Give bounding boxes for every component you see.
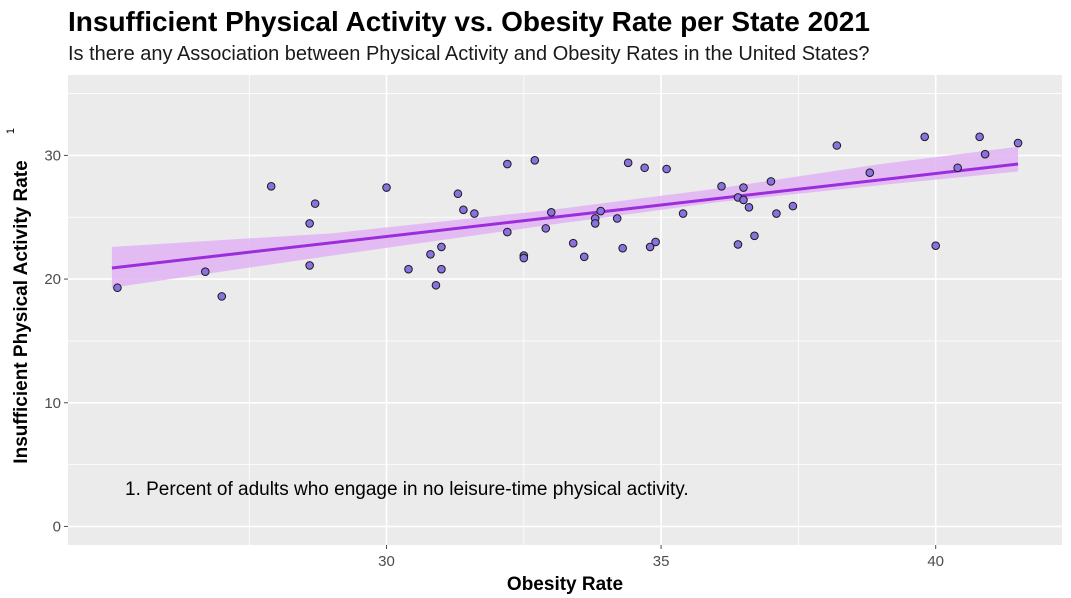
x-tick-label: 35 [653,553,670,570]
data-point [530,156,540,165]
plot-panel [68,75,1062,545]
data-point [519,253,529,263]
data-point [568,238,578,248]
data-point [305,261,314,270]
data-point [645,242,655,252]
data-point [832,141,842,150]
x-axis-title: Obesity Rate [507,574,623,595]
data-point [459,205,468,215]
data-point [750,231,759,241]
data-point [772,209,781,218]
data-point [431,280,441,290]
data-point [739,195,748,205]
y-tick-label: 10 [44,395,61,412]
data-point [980,149,990,159]
y-axis-title: Insufficient Physical Activity Rate [11,160,32,463]
data-point [612,214,622,223]
data-point [766,177,776,186]
data-points [113,132,1023,301]
footnote-annotation: 1. Percent of adults who engage in no le… [125,479,689,500]
y-tick-label: 0 [53,518,61,535]
data-point [717,182,726,191]
data-point [200,267,210,276]
data-point [788,201,798,211]
data-point [596,206,605,216]
data-point [618,243,627,253]
data-point [546,207,556,217]
data-point [920,132,930,142]
x-tick-label: 30 [378,553,395,570]
data-point [266,182,276,191]
data-point [470,209,479,218]
trend-line [111,162,1019,270]
major-gridlines [68,75,1062,545]
data-point [113,283,122,293]
data-point [590,219,600,228]
data-point [503,159,512,169]
data-point [953,163,962,173]
data-point [640,163,649,173]
data-point [651,237,660,247]
data-point [733,240,743,249]
chart-title: Insufficient Physical Activity vs. Obesi… [68,6,870,37]
data-point [1013,138,1023,148]
data-point [382,183,391,192]
data-point [426,250,435,259]
y-axis-footnote-mark: 1 [5,128,17,134]
data-point [975,132,984,142]
data-point [579,252,589,262]
y-tick-label: 20 [44,271,61,288]
data-point [744,203,754,212]
data-point [404,264,413,274]
data-point [931,241,940,250]
data-point [739,183,748,192]
x-axis-ticks: 30 35 40 [378,545,944,570]
y-axis-ticks: 0 10 20 30 [44,147,68,535]
data-point [453,189,463,199]
data-point [662,164,671,174]
data-point [305,219,314,228]
data-point [310,199,320,208]
data-point [623,158,633,168]
chart-subtitle: Is there any Association between Physica… [68,43,870,65]
data-point [865,168,875,178]
x-tick-label: 40 [927,553,944,570]
data-point [217,292,227,301]
data-point [437,264,446,274]
y-tick-label: 30 [44,147,61,164]
data-point [503,227,512,237]
data-point [437,242,446,252]
data-point [541,224,551,233]
data-point [678,209,688,218]
